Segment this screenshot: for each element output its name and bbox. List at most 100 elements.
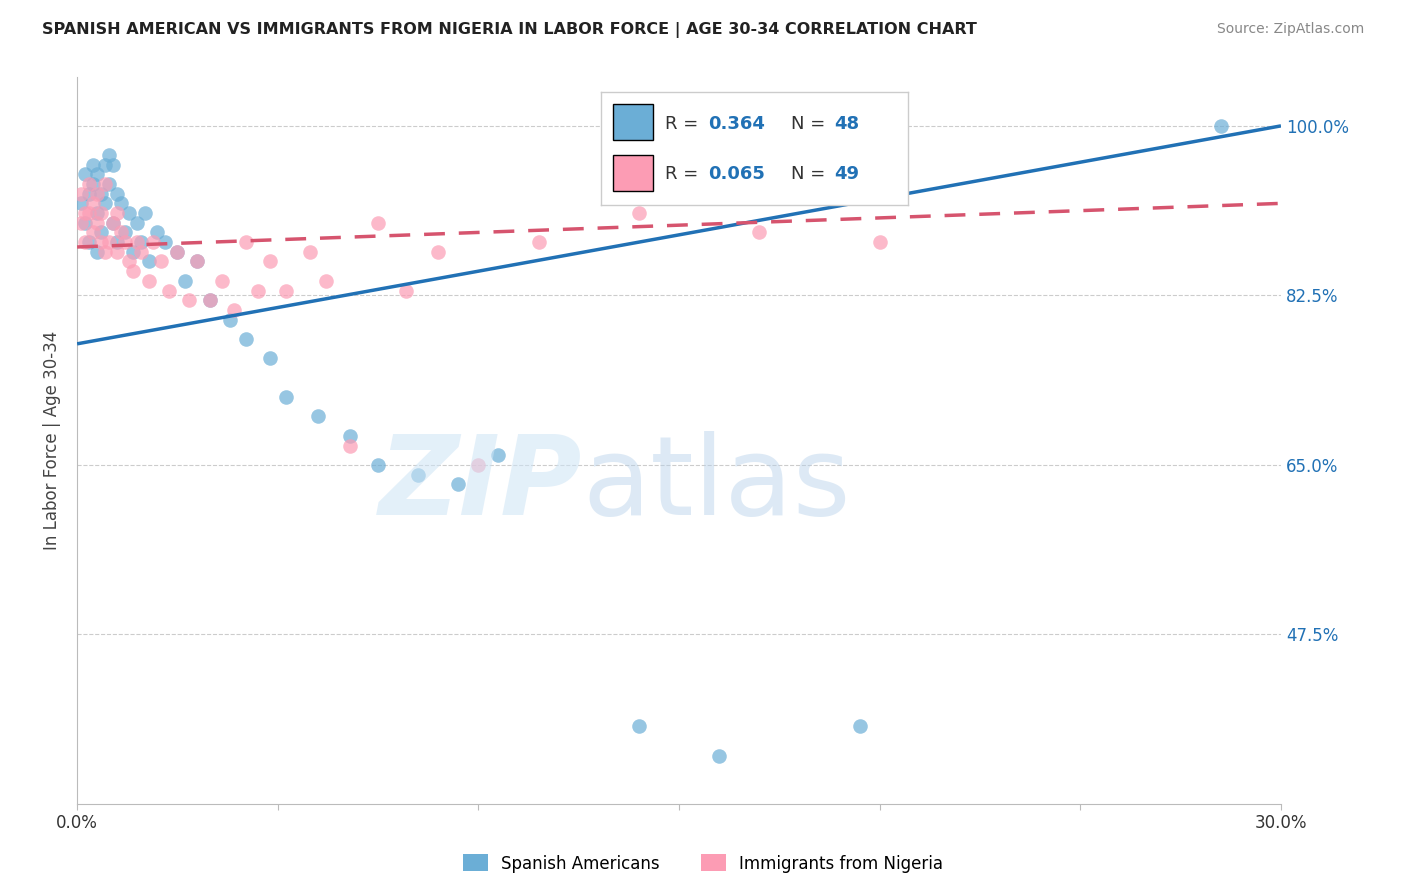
Point [129, 235, 152, 249]
Y-axis label: In Labor Force | Age 30-34: In Labor Force | Age 30-34 [44, 331, 60, 550]
Point [122, 264, 145, 278]
Point [105, 244, 128, 259]
Point [75, 235, 97, 249]
Point [127, 216, 149, 230]
Point [114, 226, 136, 240]
Point [138, 274, 160, 288]
Point [90, 186, 112, 201]
Point [127, 235, 149, 249]
Point [129, 244, 152, 259]
Point [339, 439, 361, 453]
Point [94, 244, 117, 259]
Point [94, 177, 117, 191]
Point [274, 390, 297, 404]
Point [105, 186, 128, 201]
Point [86, 216, 108, 230]
Point [166, 244, 188, 259]
Point [150, 254, 173, 268]
Point [98, 235, 121, 249]
Point [138, 254, 160, 268]
Point [110, 226, 132, 240]
Point [179, 293, 201, 308]
Point [707, 748, 730, 763]
Point [98, 148, 121, 162]
Point [122, 244, 145, 259]
Point [118, 206, 141, 220]
Point [627, 206, 650, 220]
Point [98, 177, 121, 191]
Point [77, 186, 100, 201]
Point [146, 226, 169, 240]
Point [155, 235, 177, 249]
Point [82, 226, 104, 240]
Point [103, 216, 125, 230]
Point [186, 254, 208, 268]
Point [70, 216, 93, 230]
Point [259, 351, 281, 366]
Point [274, 284, 297, 298]
Point [527, 235, 550, 249]
Point [298, 244, 321, 259]
Point [848, 719, 870, 733]
Point [307, 409, 329, 424]
Point [186, 254, 208, 268]
Point [395, 284, 418, 298]
Point [627, 719, 650, 733]
Point [103, 216, 125, 230]
Point [86, 206, 108, 220]
Point [748, 226, 770, 240]
Point [110, 196, 132, 211]
Point [869, 235, 891, 249]
Point [235, 235, 257, 249]
Point [198, 293, 221, 308]
Point [198, 293, 221, 308]
Point [488, 448, 510, 462]
Point [447, 477, 470, 491]
Point [82, 196, 104, 211]
Point [75, 167, 97, 181]
Point [142, 235, 165, 249]
Legend: Spanish Americans, Immigrants from Nigeria: Spanish Americans, Immigrants from Niger… [456, 847, 950, 880]
Point [90, 226, 112, 240]
Point [367, 458, 389, 472]
Text: atlas: atlas [582, 431, 851, 538]
Point [94, 158, 117, 172]
Point [166, 244, 188, 259]
Text: Source: ZipAtlas.com: Source: ZipAtlas.com [1216, 22, 1364, 37]
Point [211, 274, 233, 288]
Text: SPANISH AMERICAN VS IMMIGRANTS FROM NIGERIA IN LABOR FORCE | AGE 30-34 CORRELATI: SPANISH AMERICAN VS IMMIGRANTS FROM NIGE… [42, 22, 977, 38]
Point [222, 302, 245, 317]
Point [467, 458, 489, 472]
Point [118, 254, 141, 268]
Point [157, 284, 180, 298]
Point [134, 206, 156, 220]
Point [94, 196, 117, 211]
Point [406, 467, 429, 482]
Point [90, 206, 112, 220]
Point [174, 274, 197, 288]
Point [86, 244, 108, 259]
Point [70, 186, 93, 201]
Point [86, 167, 108, 181]
Point [75, 206, 97, 220]
Point [82, 158, 104, 172]
Point [246, 284, 269, 298]
Point [339, 429, 361, 443]
Point [103, 158, 125, 172]
Point [114, 235, 136, 249]
Point [77, 206, 100, 220]
Point [75, 216, 97, 230]
Point [77, 177, 100, 191]
Point [105, 235, 128, 249]
Point [218, 312, 240, 326]
Point [315, 274, 337, 288]
Text: ZIP: ZIP [380, 431, 582, 538]
Point [1209, 119, 1232, 133]
Point [259, 254, 281, 268]
Point [367, 216, 389, 230]
Point [105, 206, 128, 220]
Point [235, 332, 257, 346]
Point [77, 235, 100, 249]
Point [86, 186, 108, 201]
Point [90, 235, 112, 249]
